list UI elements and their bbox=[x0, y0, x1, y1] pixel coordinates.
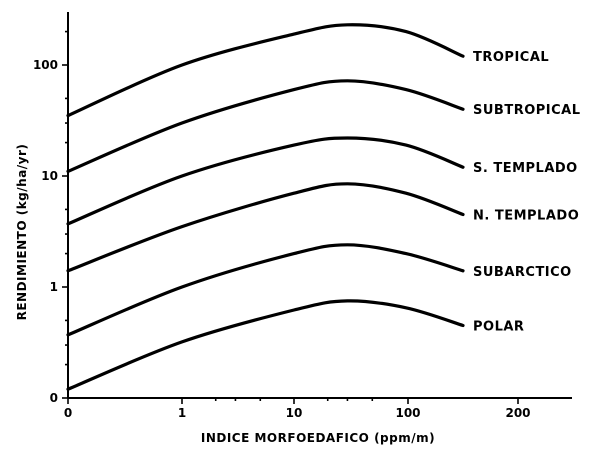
series-line-tropical bbox=[66, 23, 465, 118]
axes: 0 1 10 100 0 1 10 100 200 INDICE MORFOEDAFICO (pp… bbox=[15, 12, 572, 445]
series-label: S. TEMPLADO bbox=[473, 161, 578, 176]
y-tick-label: 0 bbox=[50, 391, 58, 405]
y-tick-label: 10 bbox=[41, 169, 58, 183]
series-label: TROPICAL bbox=[473, 50, 549, 65]
series-labels: TROPICAL SUBTROPICAL S. TEMPLADO N. TEMPLAD… bbox=[473, 50, 581, 334]
series-line-subtropical bbox=[66, 79, 465, 173]
series-label: N. TEMPLADO bbox=[473, 208, 579, 223]
series-label: POLAR bbox=[473, 319, 524, 334]
x-tick-label: 0 bbox=[64, 406, 72, 420]
y-tick-label: 100 bbox=[33, 58, 58, 72]
x-tick-label: 1 bbox=[178, 406, 186, 420]
series-line-n-templado bbox=[66, 182, 465, 273]
curves bbox=[66, 23, 465, 391]
x-axis-label: INDICE MORFOEDAFICO (ppm/m) bbox=[201, 431, 435, 445]
series-line-polar bbox=[66, 299, 465, 391]
x-tick-label: 10 bbox=[286, 406, 303, 420]
series-line-s-templado bbox=[66, 136, 465, 226]
y-axis-label: RENDIMIENTO (kg/ha/yr) bbox=[15, 144, 29, 321]
series-label: SUBTROPICAL bbox=[473, 103, 581, 118]
series-label: SUBARCTICO bbox=[473, 265, 572, 280]
x-tick-label: 200 bbox=[505, 406, 530, 420]
x-tick-label: 100 bbox=[395, 406, 420, 420]
series-line-subarctico bbox=[66, 243, 465, 337]
y-tick-label: 1 bbox=[50, 280, 58, 294]
